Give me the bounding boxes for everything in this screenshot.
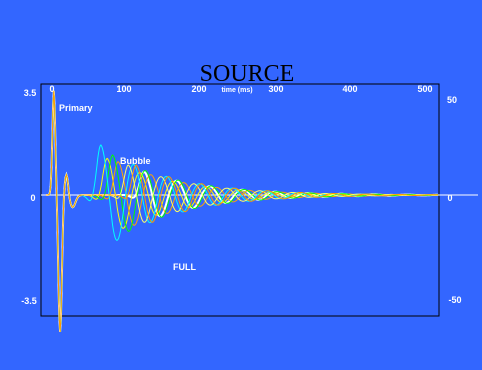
right-y-tick-label: -50 xyxy=(448,295,461,305)
right-y-tick-label: 50 xyxy=(447,95,457,105)
series-line-2 xyxy=(46,90,439,333)
series-line-7 xyxy=(46,90,438,333)
series-line-5 xyxy=(46,90,439,333)
right-y-tick-label: 0 xyxy=(447,193,452,203)
left-y-tick-label: 3.5 xyxy=(24,88,37,98)
series-line-3 xyxy=(46,90,438,333)
x-tick-label: 500 xyxy=(417,84,432,94)
x-tick-label: 200 xyxy=(191,84,206,94)
x-axis-label: time (ms) xyxy=(221,87,252,94)
series-line-6 xyxy=(46,90,439,333)
x-tick-label: 0 xyxy=(49,84,54,94)
x-tick-label: 300 xyxy=(268,84,283,94)
full-annotation: FULL xyxy=(173,262,196,272)
primary-annotation: Primary xyxy=(59,103,93,113)
series-line-4 xyxy=(46,90,438,333)
bubble-annotation: Bubble xyxy=(120,156,151,166)
chart-title: SOURCE xyxy=(200,61,295,87)
left-y-tick-label: 0 xyxy=(30,193,35,203)
x-tick-label: 400 xyxy=(342,84,357,94)
left-y-tick-label: -3.5 xyxy=(21,296,37,306)
plot-frame xyxy=(40,83,440,317)
series-line-1 xyxy=(46,90,439,333)
series-layer xyxy=(46,90,439,333)
x-tick-label: 100 xyxy=(116,84,131,94)
